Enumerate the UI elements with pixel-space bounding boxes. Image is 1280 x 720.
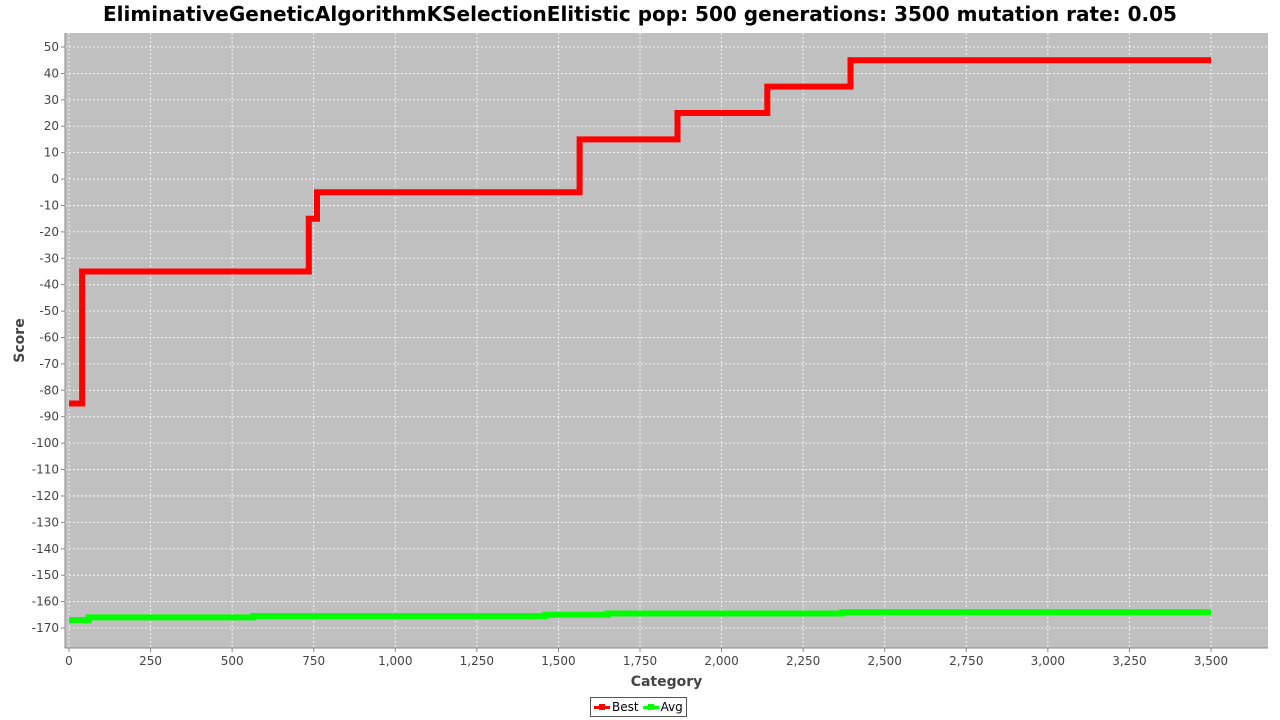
- x-tick-label: 500: [221, 654, 244, 668]
- x-tick-label: 2,250: [786, 654, 820, 668]
- legend: Best Avg: [590, 697, 687, 717]
- y-tick-label: -80: [39, 383, 59, 397]
- y-tick-label: -120: [32, 489, 59, 503]
- y-tick-label: -10: [39, 198, 59, 212]
- series-line-avg: [69, 609, 1211, 624]
- legend-label-avg: Avg: [660, 700, 683, 714]
- x-tick-label: 1,500: [541, 654, 575, 668]
- y-tick-label: 20: [44, 119, 59, 133]
- y-tick-label: -170: [32, 621, 59, 635]
- x-tick-label: 1,250: [460, 654, 494, 668]
- y-tick-label: -20: [39, 225, 59, 239]
- x-tick-label: 250: [139, 654, 162, 668]
- y-tick-label: -100: [32, 436, 59, 450]
- y-tick-label: 40: [44, 66, 59, 80]
- y-tick-label: -50: [39, 304, 59, 318]
- y-tick-label: -90: [39, 410, 59, 424]
- y-axis-title: Score: [12, 318, 28, 362]
- x-tick-label: 750: [302, 654, 325, 668]
- x-tick-label: 1,000: [378, 654, 412, 668]
- x-axis-title: Category: [631, 674, 703, 690]
- legend-item-best: Best: [594, 700, 639, 714]
- y-tick-label: -160: [32, 595, 59, 609]
- legend-label-best: Best: [612, 700, 639, 714]
- y-tick-label: -130: [32, 515, 59, 529]
- y-tick-label: 50: [44, 40, 59, 54]
- plot-area: [65, 33, 1268, 648]
- x-tick-label: 2,750: [949, 654, 983, 668]
- axes: 50 40 30 20 10 0 -10 -20 -30 -40 -50 -60 -70 -80 -90 -1…: [32, 33, 1268, 668]
- x-tick-label: 1,750: [623, 654, 657, 668]
- y-tick-label: -60: [39, 331, 59, 345]
- y-tick-label: 10: [44, 146, 59, 160]
- legend-item-avg: Avg: [642, 700, 683, 714]
- x-tick-label: 2,000: [704, 654, 738, 668]
- legend-swatch-best: [594, 702, 610, 712]
- y-tick-label: 0: [51, 172, 59, 186]
- x-tick-label: 3,250: [1112, 654, 1146, 668]
- y-tick-label: -30: [39, 251, 59, 265]
- grid-lines: [65, 33, 1268, 648]
- x-tick-label: 0: [65, 654, 73, 668]
- y-tick-label: -140: [32, 542, 59, 556]
- legend-swatch-avg: [642, 702, 659, 712]
- y-tick-label: -40: [39, 278, 59, 292]
- y-tick-label: -70: [39, 357, 59, 371]
- series-lines: [69, 57, 1211, 624]
- chart-title: EliminativeGeneticAlgorithmKSelectionEli…: [103, 2, 1177, 26]
- y-tick-label: 30: [44, 93, 59, 107]
- x-tick-label: 3,000: [1031, 654, 1065, 668]
- y-tick-label: -150: [32, 568, 59, 582]
- x-tick-label: 2,500: [868, 654, 902, 668]
- x-tick-label: 3,500: [1194, 654, 1228, 668]
- y-tick-label: -110: [32, 463, 59, 477]
- series-line-best: [69, 57, 1211, 407]
